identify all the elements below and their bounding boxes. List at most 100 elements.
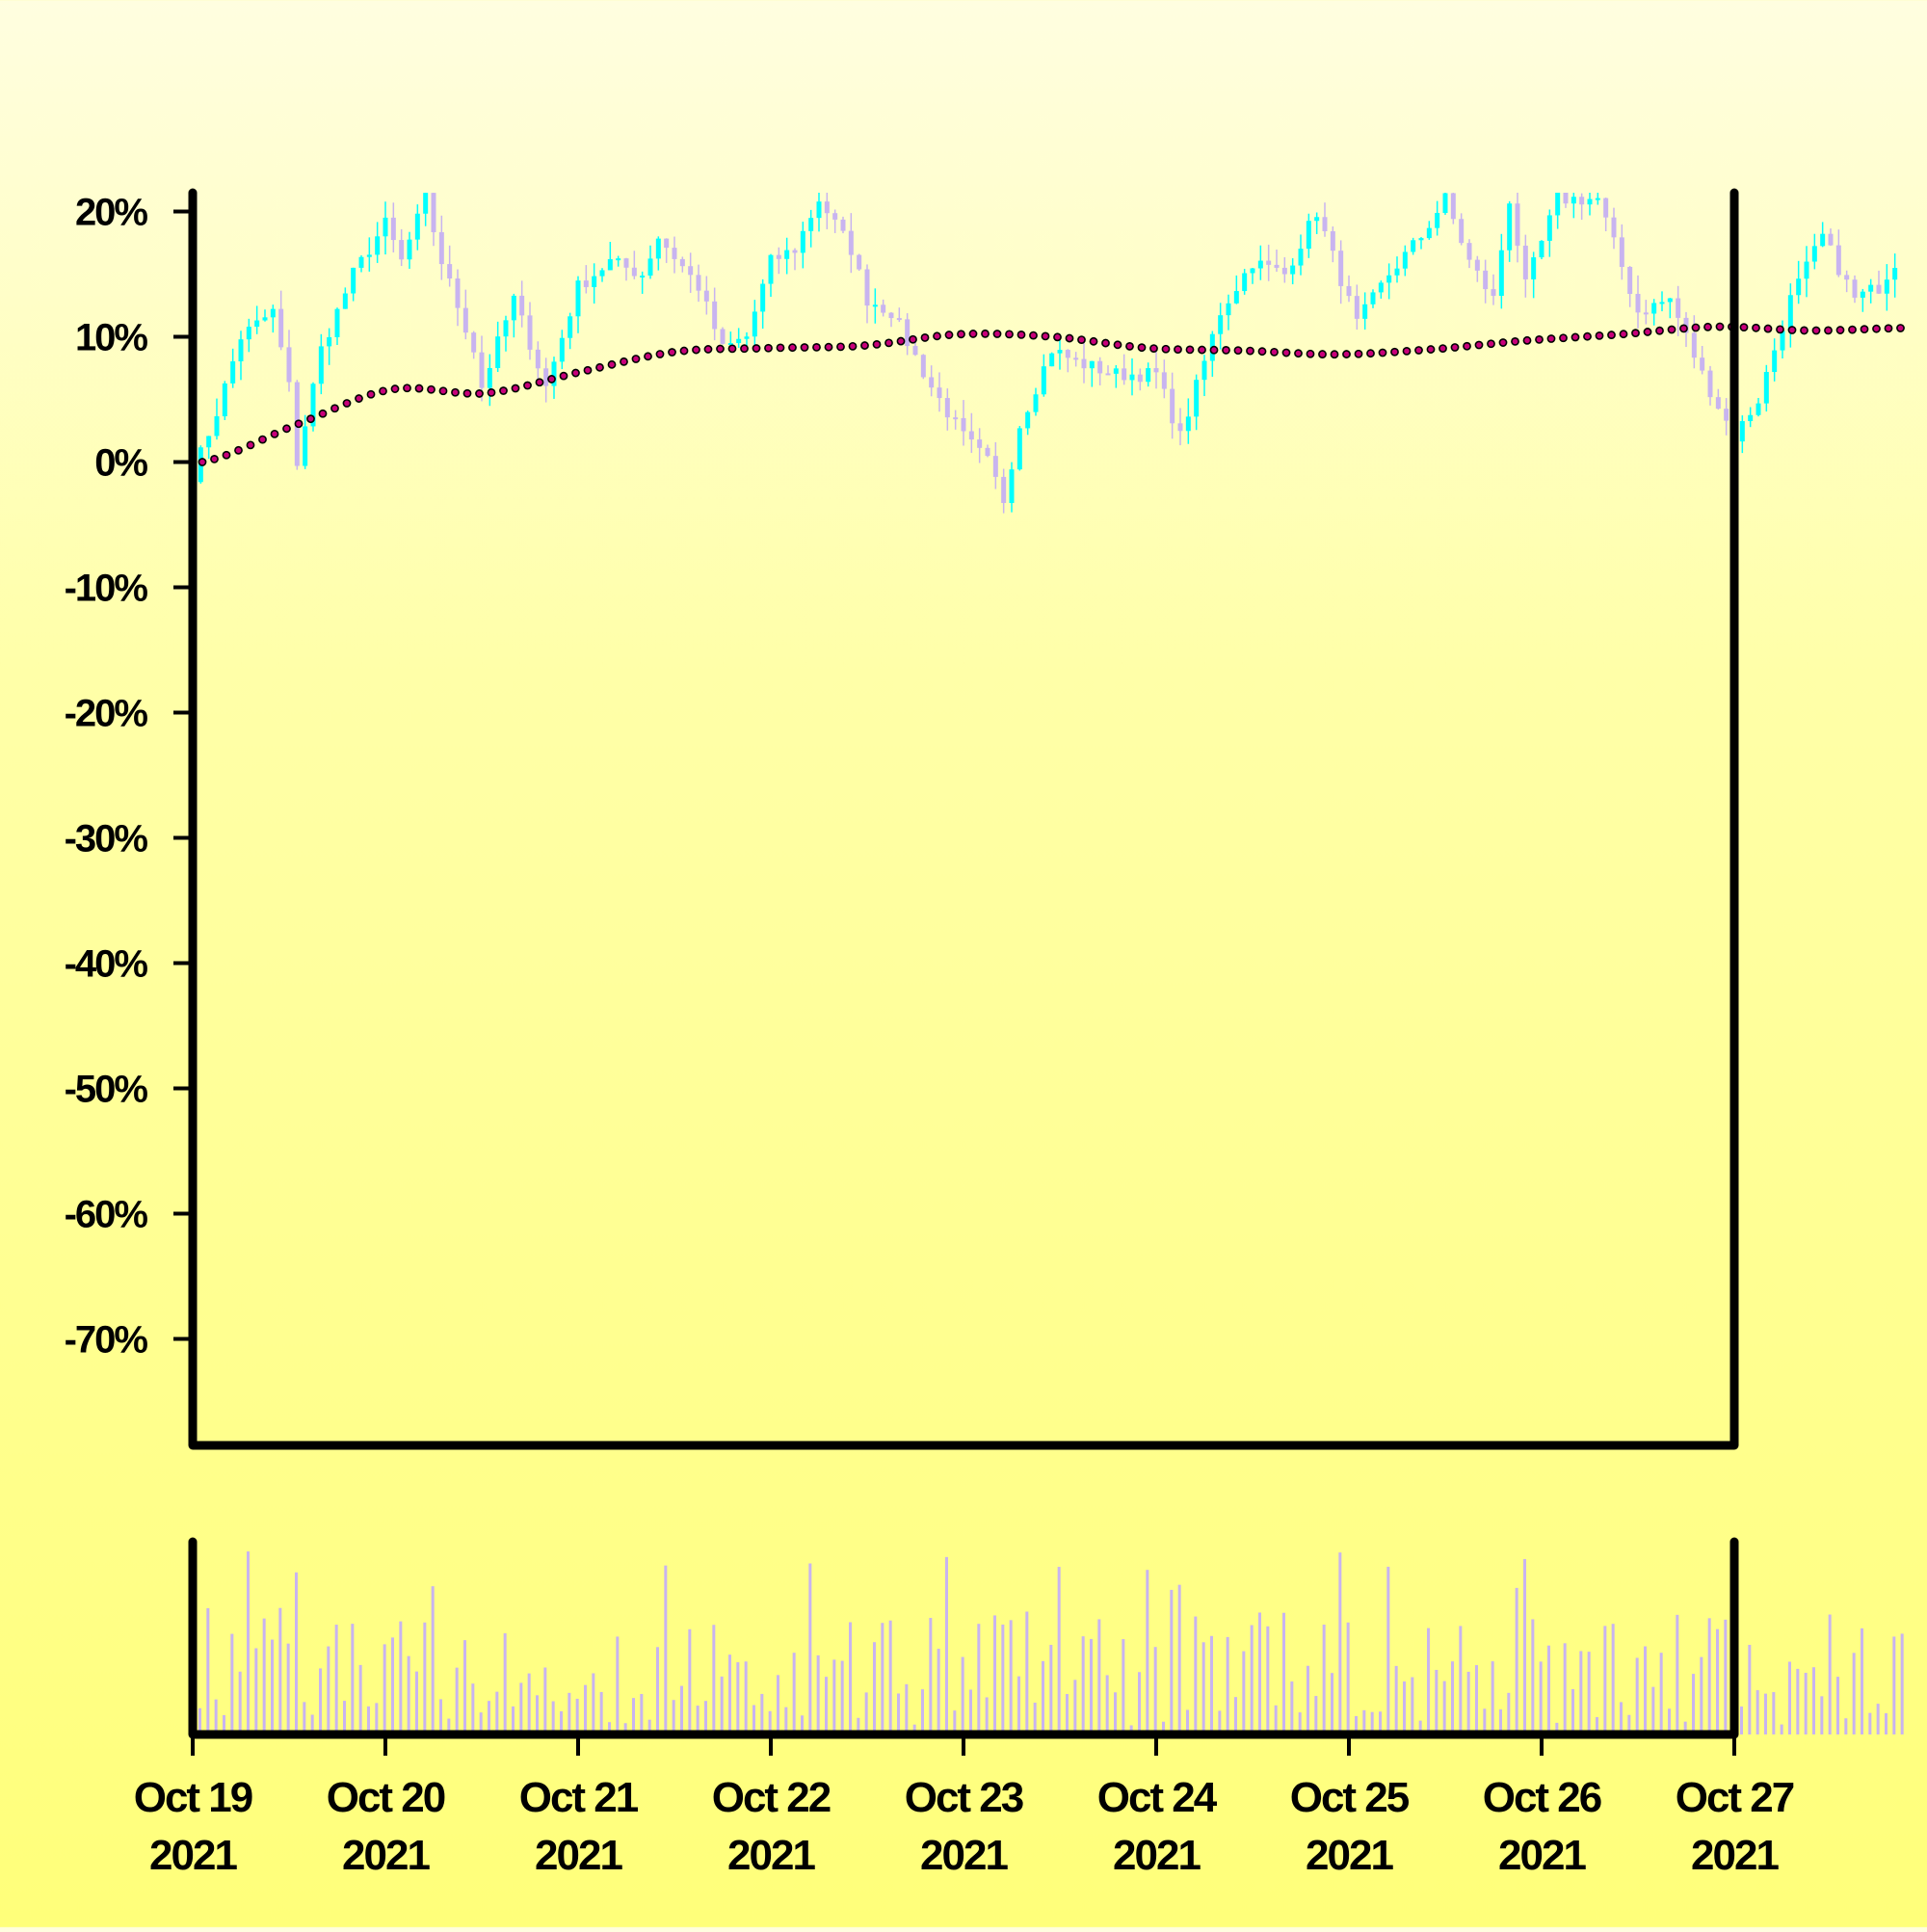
volume-bar (905, 1683, 909, 1734)
candle-body (1892, 268, 1898, 280)
candle-body (1201, 360, 1207, 381)
volume-bar (1491, 1661, 1494, 1734)
moving-average-point (559, 371, 568, 381)
moving-average-point (1137, 343, 1147, 353)
moving-average-point (1306, 349, 1315, 358)
volume-bar (1885, 1712, 1887, 1734)
volume-bar (247, 1551, 250, 1734)
volume-bar (1250, 1625, 1254, 1734)
volume-bar (327, 1646, 330, 1734)
volume-bar (214, 1699, 218, 1734)
volume-bar (1659, 1653, 1663, 1734)
candle-body (238, 339, 244, 361)
volume-bar (1539, 1661, 1543, 1734)
moving-average-point (716, 344, 725, 354)
x-tick-label: Oct 25 (1290, 1774, 1410, 1821)
volume-bar (351, 1624, 355, 1734)
candle-body (727, 343, 733, 346)
volume-bar (238, 1671, 242, 1734)
candle-body (1619, 237, 1624, 267)
volume-bar (367, 1706, 370, 1734)
volume-bar (1411, 1677, 1414, 1734)
volume-bar (1114, 1692, 1117, 1734)
candle-body (1073, 357, 1079, 360)
volume-bar (647, 1719, 651, 1734)
candle-body (1354, 296, 1359, 319)
y-tick-label: 10% (75, 317, 147, 359)
candle-body (1459, 219, 1465, 244)
volume-panel-frame (188, 1537, 1739, 1739)
moving-average-point (1185, 345, 1195, 355)
volume-bar (1852, 1653, 1856, 1734)
volume-bar (760, 1693, 764, 1734)
candle-body (1194, 380, 1200, 417)
candle-body (1483, 270, 1489, 290)
volume-bar (1170, 1589, 1174, 1734)
candle-body (1491, 289, 1496, 296)
moving-average-point (282, 424, 291, 434)
candle-body (414, 213, 420, 240)
volume-bar (463, 1640, 466, 1734)
volume-bar (1676, 1614, 1679, 1734)
x-tick-label: Oct 22 (712, 1774, 831, 1821)
moving-average-point (270, 429, 279, 438)
candle-body (1001, 476, 1007, 504)
volume-bar (1009, 1620, 1013, 1734)
candle-body (479, 352, 485, 388)
moving-average-point (1065, 333, 1074, 343)
candle-body (703, 290, 709, 302)
candle-body (1579, 197, 1585, 205)
volume-bar (1081, 1636, 1085, 1734)
volume-bar (857, 1717, 860, 1734)
candle-body (462, 307, 468, 333)
moving-average-point (1752, 323, 1760, 332)
moving-average-point (1402, 346, 1412, 356)
candle-body (583, 280, 589, 287)
x-tick-label: Oct 26 (1483, 1774, 1601, 1821)
volume-bar (616, 1636, 620, 1734)
volume-bar (1033, 1702, 1037, 1734)
moving-average-point (1655, 326, 1664, 335)
volume-bar (1692, 1674, 1695, 1734)
candle-body (744, 336, 750, 339)
candle-body (912, 346, 918, 356)
candle-body (1362, 304, 1368, 319)
volume-bar (1788, 1661, 1791, 1734)
moving-average-point (1474, 340, 1484, 350)
volume-bar (768, 1710, 772, 1734)
candle-body (246, 327, 251, 340)
volume-bar (1258, 1612, 1261, 1734)
volume-bar (1475, 1665, 1478, 1734)
volume-bar (1042, 1660, 1044, 1734)
candle-body (599, 270, 605, 277)
moving-average-point (294, 419, 304, 429)
moving-average-point (1450, 343, 1460, 352)
candle-body (262, 317, 268, 321)
moving-average-point (198, 458, 207, 466)
moving-average-point (1209, 345, 1219, 355)
volume-bar (1266, 1626, 1270, 1734)
candle-body (623, 258, 629, 268)
volume-bar (1547, 1645, 1550, 1734)
moving-average-point (848, 341, 858, 351)
volume-bar (1620, 1702, 1623, 1734)
y-tick-label: -40% (65, 943, 148, 986)
candle-body (1595, 198, 1600, 200)
moving-average-point (909, 334, 917, 344)
candle-body (1755, 403, 1761, 415)
volume-bar (1226, 1636, 1229, 1734)
volume-bar (664, 1565, 668, 1734)
volume-bar (1066, 1694, 1069, 1734)
volume-bar (1764, 1693, 1767, 1734)
candle-body (366, 254, 372, 257)
volume-bar (1186, 1709, 1189, 1734)
volume-bar (1836, 1677, 1839, 1734)
x-tick-label-year: 2021 (727, 1832, 815, 1879)
candle-body (1507, 203, 1513, 251)
moving-average-point (1667, 325, 1676, 334)
moving-average-point (800, 343, 809, 352)
volume-bar (1001, 1624, 1005, 1734)
moving-average-point (379, 386, 387, 396)
moving-average-point (1342, 350, 1351, 358)
moving-average-point (1016, 330, 1026, 339)
